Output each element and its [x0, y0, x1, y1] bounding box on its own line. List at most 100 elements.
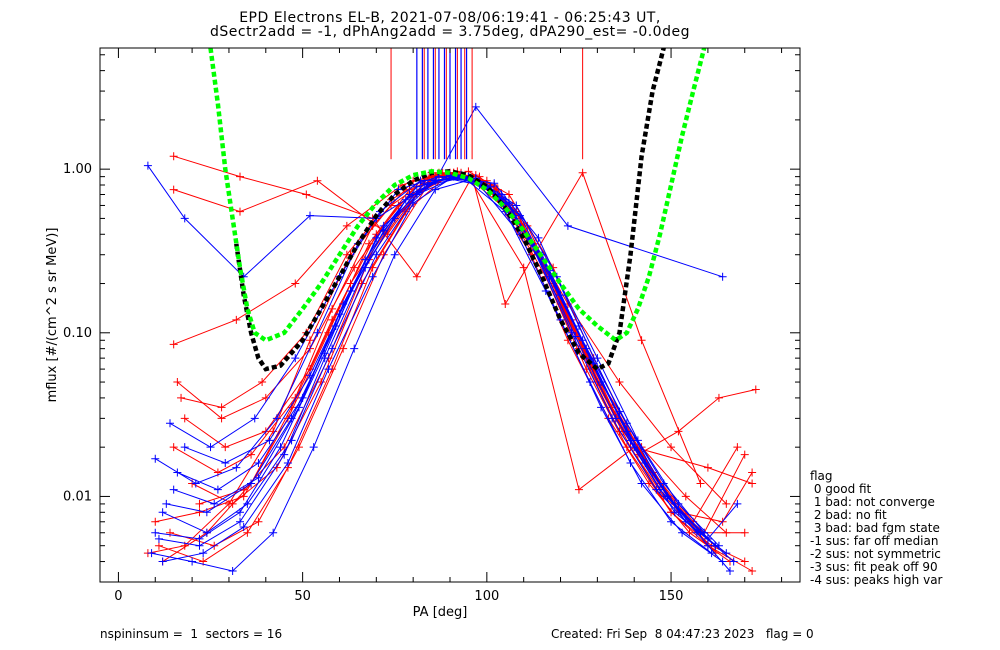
- blue-data-point: [154, 534, 163, 543]
- blue-data-point: [199, 549, 208, 558]
- legend-item: 1 bad: not converge: [810, 495, 935, 509]
- blue-data-point: [291, 354, 300, 363]
- red-data-point: [685, 528, 694, 537]
- blue-data-point: [250, 414, 259, 423]
- red-data-point: [239, 492, 248, 501]
- red-data-point: [221, 443, 230, 452]
- red-data-point: [681, 492, 690, 501]
- blue-data-point: [210, 499, 219, 508]
- blue-series-line: [169, 177, 712, 554]
- blue-data-point: [269, 528, 278, 537]
- legend-item: -1 sus: far off median: [810, 534, 939, 548]
- green-fit-curve: [208, 48, 707, 344]
- blue-data-point: [350, 344, 359, 353]
- blue-data-point: [633, 436, 642, 445]
- y-tick-label: 1.00: [63, 162, 92, 177]
- blue-data-point: [265, 436, 274, 445]
- red-series-line: [147, 176, 745, 563]
- red-data-point: [302, 190, 311, 199]
- blue-data-point: [173, 468, 182, 477]
- blue-data-point: [213, 485, 222, 494]
- red-data-point: [714, 393, 723, 402]
- blue-data-point: [512, 201, 521, 210]
- blue-data-point: [232, 463, 241, 472]
- blue-data-point: [195, 541, 204, 550]
- red-data-point: [703, 463, 712, 472]
- red-data-point: [519, 263, 528, 272]
- blue-data-point: [490, 179, 499, 188]
- red-data-point: [294, 443, 303, 452]
- blue-data-point: [405, 190, 414, 199]
- blue-data-point: [335, 310, 344, 319]
- blue-series-line: [162, 176, 705, 563]
- red-data-point: [254, 517, 263, 526]
- blue-data-point: [656, 485, 664, 494]
- red-data-point: [236, 207, 244, 216]
- blue-data-point: [571, 332, 580, 341]
- blue-data-point: [272, 414, 281, 423]
- blue-data-point: [180, 443, 189, 452]
- blue-data-point: [147, 549, 156, 558]
- blue-data-point: [151, 454, 160, 463]
- blue-data-point: [202, 508, 211, 517]
- red-data-point: [637, 336, 646, 345]
- red-data-point: [247, 450, 256, 459]
- red-data-point: [504, 190, 513, 199]
- blue-data-point: [276, 443, 285, 452]
- blue-data-point: [593, 354, 602, 363]
- y-tick-label: 0.10: [63, 326, 92, 341]
- legend-title: flag: [810, 469, 833, 483]
- red-data-point: [615, 378, 624, 387]
- blue-data-point: [726, 567, 734, 576]
- blue-data-point: [667, 517, 676, 526]
- blue-data-point: [372, 233, 381, 242]
- blue-data-point: [700, 528, 709, 537]
- red-series-line: [173, 155, 701, 484]
- red-data-point: [313, 176, 322, 185]
- blue-data-point: [324, 365, 333, 374]
- blue-data-point: [615, 407, 624, 416]
- red-data-point: [501, 299, 510, 308]
- blue-data-point: [221, 459, 230, 468]
- red-series-line: [158, 170, 709, 563]
- blue-data-point: [681, 517, 690, 526]
- blue-data-point: [236, 517, 244, 526]
- blue-data-point: [372, 250, 381, 259]
- red-data-point: [733, 443, 742, 452]
- blue-data-point: [409, 199, 418, 208]
- legend-item: -3 sus: fit peak off 90: [810, 560, 938, 574]
- blue-data-point: [670, 508, 679, 517]
- red-data-point: [173, 378, 182, 387]
- red-data-point: [169, 340, 178, 349]
- y-axis-label: mflux [#/(cm^2 s sr MeV)]: [45, 228, 60, 403]
- blue-data-point: [236, 508, 244, 517]
- red-data-point: [258, 378, 267, 387]
- blue-data-point: [188, 557, 197, 566]
- blue-data-point: [626, 436, 635, 445]
- blue-data-point: [169, 485, 178, 494]
- blue-data-point: [574, 322, 583, 331]
- blue-data-point: [626, 459, 635, 468]
- blue-data-point: [254, 459, 263, 468]
- blue-data-point: [239, 523, 248, 532]
- flag-legend: flag 0 good fit 1 bad: not converge 2 ba…: [810, 470, 942, 587]
- x-tick-label: 50: [294, 589, 311, 604]
- plot-area: [143, 48, 760, 576]
- red-data-point: [291, 279, 300, 288]
- blue-data-point: [206, 443, 215, 452]
- blue-data-point: [412, 182, 421, 191]
- red-data-point: [412, 272, 421, 281]
- red-data-point: [350, 263, 359, 272]
- blue-data-point: [729, 557, 738, 566]
- red-data-point: [169, 152, 178, 161]
- red-data-point: [243, 528, 252, 537]
- blue-data-point: [158, 508, 167, 517]
- blue-series-line: [173, 176, 716, 547]
- red-data-point: [674, 427, 683, 436]
- blue-data-point: [711, 541, 720, 550]
- blue-data-point: [368, 272, 377, 281]
- y-tick-label: 0.01: [63, 489, 92, 504]
- blue-data-point: [563, 221, 572, 230]
- red-data-point: [169, 443, 178, 452]
